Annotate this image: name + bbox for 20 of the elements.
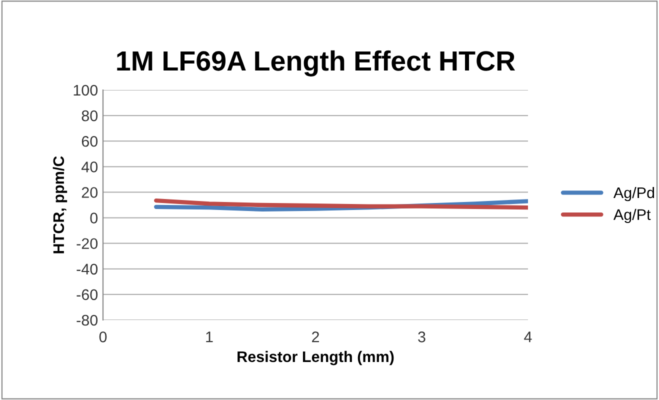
x-tick-label: 2 <box>312 332 319 342</box>
y-tick-label: -80 <box>76 314 98 326</box>
y-tick-label: 0 <box>90 212 98 224</box>
y-tick-label: 100 <box>74 84 98 96</box>
x-axis-title: Resistor Length (mm) <box>238 350 394 366</box>
y-tick-label: 80 <box>82 110 98 122</box>
y-tick-label: 60 <box>82 136 98 147</box>
x-tick-label: 3 <box>418 332 426 342</box>
x-tick-label: 4 <box>524 332 532 342</box>
legend-label: Ag/Pd <box>613 186 654 202</box>
y-tick-label: -60 <box>76 289 98 300</box>
x-tick-label: 1 <box>206 332 213 342</box>
y-tick-label: 20 <box>82 187 98 198</box>
y-tick-label: -40 <box>76 264 98 275</box>
y-axis-title: HTCR, ppm/C <box>52 156 68 254</box>
legend-label: Ag/Pt <box>613 208 651 224</box>
y-tick-label: -20 <box>76 238 98 250</box>
y-tick-label: 40 <box>82 162 98 172</box>
x-tick-label: 0 <box>99 332 107 342</box>
chart-title: 1M LF69A Length Effect HTCR <box>117 50 516 76</box>
